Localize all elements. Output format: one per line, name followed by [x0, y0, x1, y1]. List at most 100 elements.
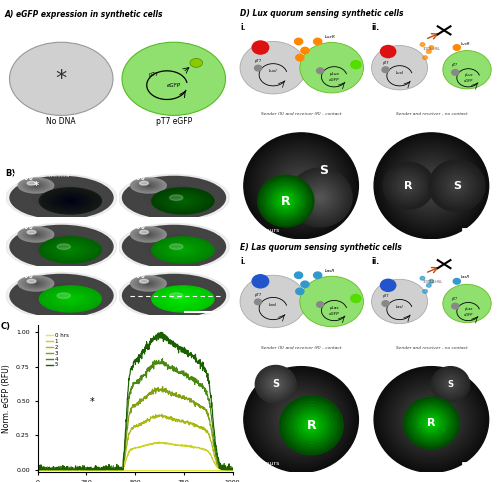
- Circle shape: [429, 160, 485, 212]
- Circle shape: [26, 230, 46, 239]
- Circle shape: [140, 280, 156, 287]
- Circle shape: [454, 279, 460, 284]
- Circle shape: [140, 230, 148, 234]
- Circle shape: [268, 389, 334, 450]
- Circle shape: [44, 288, 96, 309]
- Circle shape: [263, 180, 308, 222]
- Circle shape: [48, 191, 94, 211]
- Circle shape: [295, 414, 308, 426]
- Circle shape: [32, 184, 40, 187]
- Circle shape: [130, 179, 218, 216]
- Circle shape: [10, 176, 114, 220]
- Circle shape: [32, 282, 40, 285]
- Circle shape: [35, 234, 37, 235]
- Circle shape: [168, 195, 198, 207]
- Circle shape: [122, 274, 226, 318]
- Circle shape: [246, 135, 356, 236]
- Circle shape: [160, 289, 206, 308]
- Circle shape: [258, 145, 345, 226]
- Circle shape: [389, 168, 428, 203]
- Text: *: *: [90, 397, 95, 407]
- Circle shape: [18, 178, 54, 193]
- Circle shape: [420, 409, 443, 430]
- Circle shape: [156, 288, 192, 303]
- Circle shape: [282, 167, 321, 204]
- Circle shape: [452, 69, 459, 75]
- Text: pT7: pT7: [148, 71, 158, 77]
- Circle shape: [14, 276, 110, 316]
- Circle shape: [122, 225, 226, 268]
- Circle shape: [292, 171, 349, 224]
- Circle shape: [28, 282, 94, 309]
- Circle shape: [171, 245, 195, 255]
- Circle shape: [53, 242, 88, 257]
- Circle shape: [425, 417, 438, 429]
- Circle shape: [122, 274, 226, 317]
- Text: LasI: LasI: [269, 303, 277, 307]
- Circle shape: [446, 176, 468, 196]
- Circle shape: [122, 225, 226, 268]
- Circle shape: [402, 179, 415, 192]
- Circle shape: [454, 45, 460, 50]
- Circle shape: [429, 280, 434, 283]
- Circle shape: [44, 239, 96, 261]
- Circle shape: [140, 181, 148, 185]
- Circle shape: [20, 179, 52, 192]
- Circle shape: [21, 181, 102, 214]
- Circle shape: [40, 188, 84, 207]
- Circle shape: [300, 42, 364, 93]
- Circle shape: [420, 277, 425, 280]
- Circle shape: [145, 282, 152, 285]
- Circle shape: [154, 287, 211, 311]
- Circle shape: [382, 374, 480, 465]
- Text: LuxI: LuxI: [269, 69, 278, 73]
- Circle shape: [304, 183, 336, 213]
- Circle shape: [252, 140, 350, 231]
- Circle shape: [396, 174, 421, 198]
- Circle shape: [380, 279, 396, 292]
- Circle shape: [278, 399, 324, 440]
- Circle shape: [48, 289, 94, 308]
- Circle shape: [392, 171, 424, 201]
- Circle shape: [126, 177, 222, 218]
- Circle shape: [276, 162, 326, 209]
- Circle shape: [160, 191, 206, 211]
- Circle shape: [179, 297, 186, 301]
- Text: LuxR: LuxR: [460, 41, 470, 45]
- Circle shape: [294, 174, 346, 221]
- Circle shape: [142, 232, 154, 237]
- Circle shape: [260, 381, 342, 457]
- Text: t = 6 hours: t = 6 hours: [244, 228, 279, 233]
- Circle shape: [6, 174, 117, 221]
- Text: B): B): [5, 169, 15, 178]
- Circle shape: [316, 194, 324, 201]
- Circle shape: [122, 176, 226, 220]
- Circle shape: [70, 298, 71, 299]
- Circle shape: [278, 165, 324, 206]
- Circle shape: [157, 288, 208, 309]
- Circle shape: [54, 293, 68, 299]
- Circle shape: [42, 287, 98, 311]
- Circle shape: [57, 244, 70, 250]
- Text: iii.: iii.: [242, 127, 250, 136]
- Circle shape: [266, 375, 286, 394]
- Circle shape: [32, 283, 91, 308]
- Circle shape: [414, 404, 448, 435]
- Text: R: R: [404, 181, 412, 191]
- Circle shape: [380, 138, 484, 234]
- Circle shape: [10, 225, 114, 268]
- Circle shape: [432, 163, 482, 208]
- Circle shape: [142, 183, 154, 188]
- Circle shape: [398, 389, 464, 450]
- Circle shape: [282, 399, 340, 452]
- Text: pT7: pT7: [382, 295, 389, 298]
- Text: eGFP: eGFP: [464, 313, 473, 317]
- Text: LuxR: LuxR: [326, 36, 336, 40]
- Text: iv.: iv.: [372, 127, 380, 136]
- Circle shape: [176, 198, 190, 204]
- Text: LasR: LasR: [326, 269, 336, 273]
- Text: Sender and receiver - no contact: Sender and receiver - no contact: [396, 346, 467, 350]
- Circle shape: [66, 297, 74, 301]
- Circle shape: [268, 155, 334, 216]
- Circle shape: [406, 162, 457, 209]
